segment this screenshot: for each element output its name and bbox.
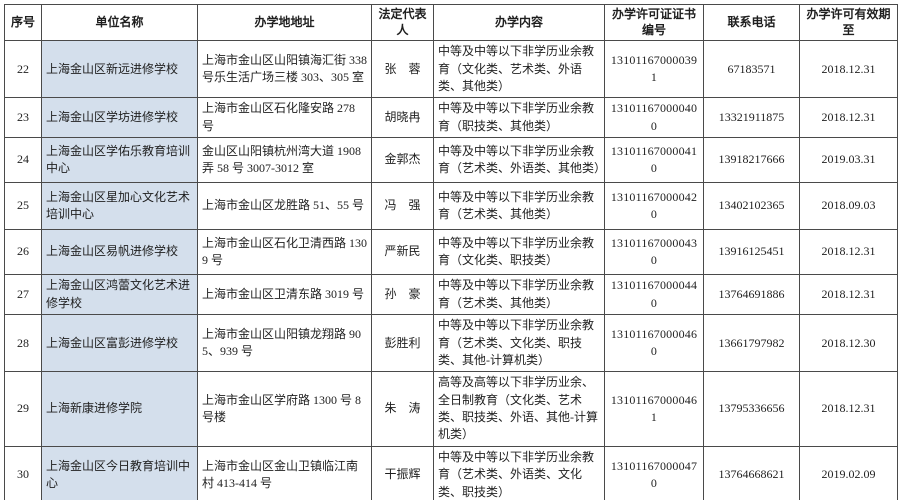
table-row: 24 上海金山区学佑乐教育培训中心 金山区山阳镇杭州湾大道 1908 弄 58 … — [4, 137, 898, 184]
cell-content: 高等及高等以下非学历业余、全日制教育（文化类、艺术类、职技类、外语、其他-计算机… — [433, 371, 605, 447]
cell-seq: 26 — [4, 229, 42, 276]
col-header-content: 办学内容 — [433, 3, 605, 42]
cell-seq: 22 — [4, 40, 42, 99]
cell-name: 上海金山区星加心文化艺术培训中心 — [41, 182, 198, 231]
col-header-address: 办学地地址 — [197, 3, 372, 42]
table-header-row: 序号 单位名称 办学地地址 法定代表人 办学内容 办学许可证证书编号 联系电话 … — [4, 3, 898, 42]
cell-name: 上海金山区富彭进修学校 — [41, 314, 198, 373]
cell-legal-rep: 张 蓉 — [371, 40, 434, 99]
cell-valid-until: 2018.12.30 — [799, 314, 898, 373]
cell-valid-until: 2018.12.31 — [799, 274, 898, 316]
cell-name: 上海新康进修学院 — [41, 371, 198, 447]
cell-phone: 13661797982 — [703, 314, 800, 373]
table-row: 29 上海新康进修学院 上海市金山区学府路 1300 号 8 号楼 朱 涛 高等… — [4, 371, 898, 447]
cell-legal-rep: 金郭杰 — [371, 137, 434, 184]
cell-phone: 13402102365 — [703, 182, 800, 231]
cell-phone: 13764691886 — [703, 274, 800, 316]
col-header-seq: 序号 — [4, 3, 42, 42]
cell-content: 中等及中等以下非学历业余教育（文化类、艺术类、外语类、其他类） — [433, 40, 605, 99]
cell-address: 上海市金山区学府路 1300 号 8 号楼 — [197, 371, 372, 447]
col-header-license-no: 办学许可证证书编号 — [604, 3, 704, 42]
cell-content: 中等及中等以下非学历业余教育（艺术类、外语类、其他类） — [433, 137, 606, 184]
cell-legal-rep: 严新民 — [371, 229, 434, 276]
cell-valid-until: 2018.12.31 — [799, 229, 898, 276]
cell-name: 上海金山区鸿蕾文化艺术进修学校 — [41, 274, 198, 316]
table-row: 30 上海金山区今日教育培训中心 上海市金山区金山卫镇临江南村 413-414 … — [4, 445, 898, 500]
table-row: 27 上海金山区鸿蕾文化艺术进修学校 上海市金山区卫清东路 3019 号 孙 豪… — [4, 274, 898, 316]
cell-seq: 27 — [4, 274, 42, 316]
cell-legal-rep: 孙 豪 — [371, 274, 434, 316]
cell-valid-until: 2018.12.31 — [799, 40, 898, 99]
cell-seq: 29 — [4, 371, 42, 447]
cell-license-no: 131011670000470 — [604, 445, 704, 500]
cell-name: 上海金山区新远进修学校 — [41, 40, 198, 99]
cell-phone: 13764668621 — [703, 445, 800, 500]
cell-address: 上海市金山区山阳镇海汇街 338 号乐生活广场三楼 303、305 室 — [197, 40, 372, 99]
col-header-phone: 联系电话 — [703, 3, 800, 42]
cell-address: 上海市金山区石化隆安路 278 号 — [197, 97, 372, 139]
cell-license-no: 131011670000461 — [604, 371, 704, 447]
cell-seq: 25 — [4, 182, 42, 231]
table-row: 23 上海金山区学坊进修学校 上海市金山区石化隆安路 278 号 胡晓冉 中等及… — [4, 97, 898, 139]
cell-license-no: 131011670000440 — [604, 274, 704, 316]
cell-content: 中等及中等以下非学历业余教育（艺术类、其他类） — [433, 274, 605, 316]
cell-seq: 23 — [4, 97, 42, 139]
cell-legal-rep: 干振辉 — [371, 445, 434, 500]
table-row: 22 上海金山区新远进修学校 上海市金山区山阳镇海汇街 338 号乐生活广场三楼… — [4, 40, 898, 99]
col-header-legal-rep: 法定代表人 — [371, 3, 434, 42]
cell-valid-until: 2018.12.31 — [799, 97, 898, 139]
cell-name: 上海金山区今日教育培训中心 — [41, 445, 198, 500]
cell-license-no: 131011670000410 — [604, 137, 704, 184]
cell-legal-rep: 胡晓冉 — [371, 97, 434, 139]
cell-address: 上海市金山区龙胜路 51、55 号 — [197, 182, 372, 231]
cell-license-no: 131011670000420 — [604, 182, 704, 231]
cell-valid-until: 2018.09.03 — [799, 182, 898, 231]
cell-address: 上海市金山区石化卫清西路 1309 号 — [197, 229, 372, 276]
cell-valid-until: 2019.03.31 — [799, 137, 898, 184]
cell-license-no: 131011670000400 — [604, 97, 704, 139]
cell-phone: 13321911875 — [703, 97, 800, 139]
cell-content: 中等及中等以下非学历业余教育（职技类、其他类） — [433, 97, 605, 139]
cell-content: 中等及中等以下非学历业余教育（文化类、职技类） — [433, 229, 605, 276]
cell-license-no: 131011670000430 — [604, 229, 704, 276]
cell-name: 上海金山区学佑乐教育培训中心 — [41, 137, 198, 184]
cell-address: 上海市金山区卫清东路 3019 号 — [197, 274, 372, 316]
table-row: 26 上海金山区易帆进修学校 上海市金山区石化卫清西路 1309 号 严新民 中… — [4, 229, 898, 276]
cell-valid-until: 2019.02.09 — [799, 445, 898, 500]
cell-legal-rep: 彭胜利 — [371, 314, 434, 373]
table-row: 28 上海金山区富彭进修学校 上海市金山区山阳镇龙翔路 905、939 号 彭胜… — [4, 314, 898, 373]
cell-phone: 13795336656 — [703, 371, 800, 447]
cell-seq: 24 — [4, 137, 42, 184]
cell-phone: 13918217666 — [703, 137, 800, 184]
cell-content: 中等及中等以下非学历业余教育（艺术类、文化类、职技类、其他-计算机类） — [433, 314, 605, 373]
cell-phone: 67183571 — [703, 40, 800, 99]
col-header-valid-until: 办学许可有效期至 — [799, 3, 898, 42]
table-row: 25 上海金山区星加心文化艺术培训中心 上海市金山区龙胜路 51、55 号 冯 … — [4, 182, 898, 231]
cell-name: 上海金山区易帆进修学校 — [41, 229, 198, 276]
cell-seq: 28 — [4, 314, 42, 373]
cell-address: 金山区山阳镇杭州湾大道 1908 弄 58 号 3007-3012 室 — [197, 137, 372, 184]
cell-content: 中等及中等以下非学历业余教育（艺术类、外语类、文化类、职技类） — [433, 445, 605, 500]
cell-address: 上海市金山区金山卫镇临江南村 413-414 号 — [197, 445, 372, 500]
cell-legal-rep: 冯 强 — [371, 182, 434, 231]
cell-valid-until: 2018.12.31 — [799, 371, 898, 447]
school-license-table: 序号 单位名称 办学地地址 法定代表人 办学内容 办学许可证证书编号 联系电话 … — [4, 3, 898, 500]
cell-phone: 13916125451 — [703, 229, 800, 276]
cell-name: 上海金山区学坊进修学校 — [41, 97, 198, 139]
cell-license-no: 131011670000460 — [604, 314, 704, 373]
cell-content: 中等及中等以下非学历业余教育（艺术类、其他类） — [433, 182, 605, 231]
cell-seq: 30 — [4, 445, 42, 500]
cell-legal-rep: 朱 涛 — [371, 371, 434, 447]
cell-address: 上海市金山区山阳镇龙翔路 905、939 号 — [197, 314, 372, 373]
cell-license-no: 131011670000391 — [604, 40, 704, 99]
col-header-name: 单位名称 — [41, 3, 198, 42]
